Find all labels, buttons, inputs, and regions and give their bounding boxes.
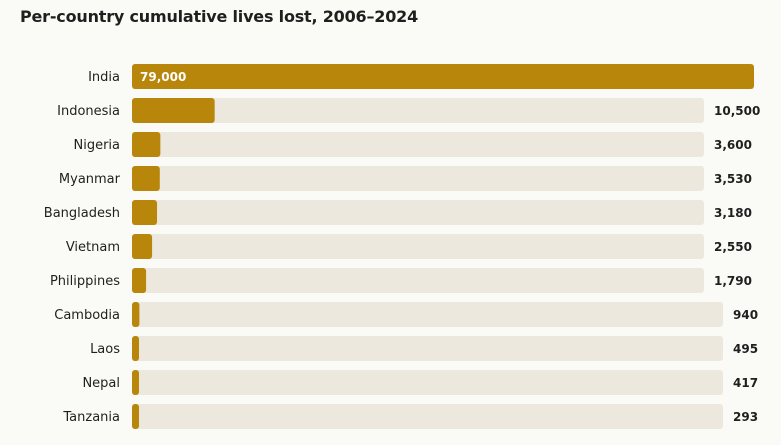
- bar: [132, 98, 215, 123]
- bar: [132, 268, 147, 293]
- category-label: Laos: [90, 342, 120, 357]
- category-label: Philippines: [50, 274, 120, 289]
- bar-track: [132, 336, 723, 361]
- value-label: 10,500: [714, 104, 760, 118]
- category-label: Tanzania: [62, 410, 120, 425]
- bar: [132, 64, 754, 89]
- bar-row: Laos 495: [90, 336, 758, 361]
- bar-track: [132, 370, 723, 395]
- bar-row: Nigeria 3,600: [73, 132, 752, 157]
- bar-row: Nepal 417: [82, 370, 758, 395]
- bar-row: Cambodia 940: [54, 302, 758, 327]
- bar-track: [132, 98, 704, 123]
- category-label: Vietnam: [66, 240, 120, 255]
- category-label: Myanmar: [59, 172, 121, 187]
- value-label: 417: [733, 376, 758, 390]
- value-label: 940: [733, 308, 758, 322]
- category-label: Indonesia: [57, 104, 120, 119]
- bar-row: India 79,000: [88, 64, 754, 89]
- bar-row: Indonesia 10,500: [57, 98, 760, 123]
- bar: [132, 200, 158, 225]
- bar-row: Tanzania 293: [62, 404, 758, 429]
- value-label: 495: [733, 342, 758, 356]
- bar: [132, 234, 153, 259]
- bar: [132, 336, 139, 361]
- category-label: Nepal: [82, 376, 120, 391]
- bar-row: Bangladesh 3,180: [44, 200, 752, 225]
- value-label: 2,550: [714, 240, 752, 254]
- value-label: 3,180: [714, 206, 752, 220]
- bar-track: [132, 302, 723, 327]
- bar: [132, 132, 161, 157]
- value-label: 3,600: [714, 138, 752, 152]
- value-label: 3,530: [714, 172, 752, 186]
- bar-row: Vietnam 2,550: [66, 234, 752, 259]
- bar-row: Philippines 1,790: [50, 268, 752, 293]
- value-label: 79,000: [140, 70, 186, 84]
- bar: [132, 404, 139, 429]
- category-label: Cambodia: [54, 308, 120, 323]
- bar-track: [132, 166, 704, 191]
- bar-track: [132, 268, 704, 293]
- chart-title: Per-country cumulative lives lost, 2006–…: [20, 7, 419, 26]
- category-label: Nigeria: [73, 138, 120, 153]
- bar-track: [132, 200, 704, 225]
- bar-track: [132, 132, 704, 157]
- bar: [132, 370, 139, 395]
- bar-row: Myanmar 3,530: [59, 166, 752, 191]
- category-label: Bangladesh: [44, 206, 120, 221]
- value-label: 293: [733, 410, 758, 424]
- value-label: 1,790: [714, 274, 752, 288]
- bar-track: [132, 234, 704, 259]
- bar: [132, 166, 160, 191]
- category-label: India: [88, 70, 120, 85]
- bar: [132, 302, 140, 327]
- bar-track: [132, 404, 723, 429]
